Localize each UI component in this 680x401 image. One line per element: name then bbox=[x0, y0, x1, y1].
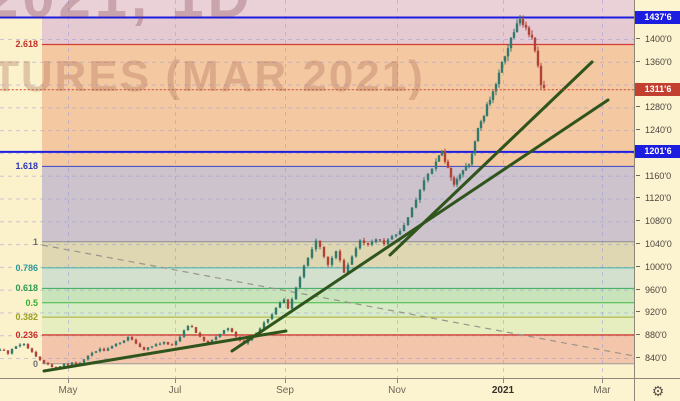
price-tick: 1240'0 bbox=[635, 125, 680, 135]
time-label-nov: Nov bbox=[388, 385, 406, 396]
time-tick bbox=[397, 379, 398, 383]
alert-price-label-high: 1437'6 bbox=[635, 11, 680, 24]
price-tick: 840'0 bbox=[635, 353, 680, 363]
price-tick: 1040'0 bbox=[635, 239, 680, 249]
time-tick bbox=[602, 379, 603, 383]
time-tick bbox=[285, 379, 286, 383]
time-tick bbox=[68, 379, 69, 383]
alert-price-label-low: 1201'6 bbox=[635, 145, 680, 158]
fib-label-1618: 1.618 bbox=[15, 161, 38, 171]
price-tick: 1160'0 bbox=[635, 171, 680, 181]
fib-label-0382: 0.382 bbox=[15, 312, 38, 322]
axis-settings-cell: ⚙ bbox=[634, 378, 680, 401]
price-axis[interactable]: 1400'0 1360'0 1280'0 1240'0 1160'0 1120'… bbox=[634, 0, 680, 378]
price-tick: 880'0 bbox=[635, 330, 680, 340]
time-label-2021: 2021 bbox=[491, 385, 515, 396]
price-tick: 920'0 bbox=[635, 307, 680, 317]
time-axis[interactable]: May Jul Sep Nov 2021 Mar bbox=[0, 378, 634, 401]
time-label-mar: Mar bbox=[593, 385, 611, 396]
time-label-jul: Jul bbox=[168, 385, 182, 396]
price-tick: 1360'0 bbox=[635, 57, 680, 67]
time-tick bbox=[503, 379, 504, 383]
price-tick: 1400'0 bbox=[635, 34, 680, 44]
fib-label-0236: 0.236 bbox=[15, 330, 38, 340]
price-tick: 1280'0 bbox=[635, 102, 680, 112]
time-label-sep: Sep bbox=[276, 385, 294, 396]
time-tick bbox=[175, 379, 176, 383]
gear-icon[interactable]: ⚙ bbox=[651, 382, 665, 399]
fib-label-1: 1 bbox=[32, 237, 38, 247]
price-tick: 1080'0 bbox=[635, 216, 680, 226]
price-tick: 1120'0 bbox=[635, 193, 680, 203]
fib-label-2618: 2.618 bbox=[15, 39, 38, 49]
price-tick: 1000'0 bbox=[635, 262, 680, 272]
fib-label-05: 0.5 bbox=[25, 298, 38, 308]
fib-label-0: 0 bbox=[32, 359, 38, 369]
time-label-may: May bbox=[58, 385, 78, 396]
price-tick: 960'0 bbox=[635, 285, 680, 295]
last-price-label: 1311'6 bbox=[635, 83, 680, 96]
fib-label-0786: 0.786 bbox=[15, 263, 38, 273]
fib-label-0618: 0.618 bbox=[15, 283, 38, 293]
price-chart-canvas[interactable] bbox=[0, 0, 634, 378]
